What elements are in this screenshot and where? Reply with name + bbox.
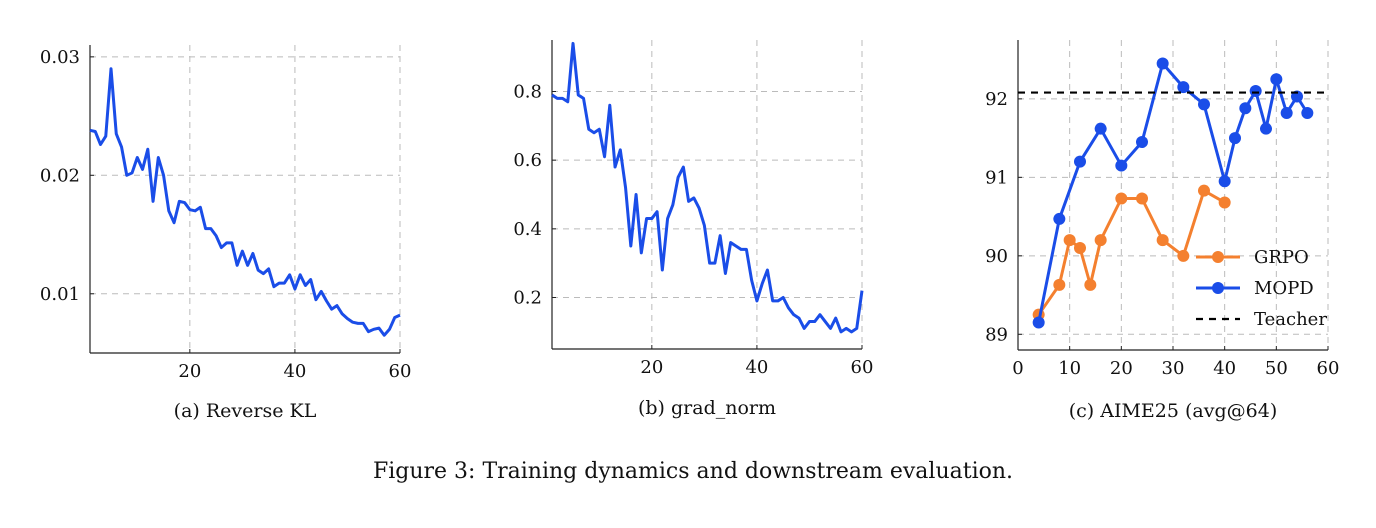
point xyxy=(1074,241,1086,254)
legend-label: MOPD xyxy=(1254,278,1314,299)
point xyxy=(1177,81,1190,94)
x-tick-label: 60 xyxy=(389,361,412,382)
x-tick-label: 50 xyxy=(1265,358,1288,379)
point xyxy=(1229,132,1241,145)
point xyxy=(1156,57,1169,70)
point xyxy=(1218,175,1231,188)
y-tick-label: 90 xyxy=(985,246,1008,267)
x-tick-label: 10 xyxy=(1058,358,1081,379)
point xyxy=(1218,196,1231,209)
point xyxy=(1198,98,1210,111)
legend-label: GRPO xyxy=(1254,247,1309,268)
figure-caption: Figure 3: Training dynamics and downstre… xyxy=(373,459,1013,484)
x-tick-label: 30 xyxy=(1162,358,1185,379)
point xyxy=(1094,234,1107,247)
series-line xyxy=(551,41,864,334)
y-tick-label: 91 xyxy=(985,167,1008,188)
point xyxy=(1063,234,1076,247)
x-tick-label: 40 xyxy=(283,361,306,382)
point xyxy=(1260,122,1272,135)
x-tick-label: 20 xyxy=(178,361,201,382)
legend-marker xyxy=(1212,251,1224,263)
y-tick-label: 0.02 xyxy=(40,165,80,186)
y-tick-label: 0.03 xyxy=(40,47,80,68)
point xyxy=(1198,184,1210,197)
x-tick-label: 20 xyxy=(1110,358,1133,379)
point xyxy=(1136,192,1148,205)
point xyxy=(1280,106,1293,119)
x-tick-label: 0 xyxy=(1012,358,1023,379)
chart-title: (c) AIME25 (avg@64) xyxy=(1069,400,1278,422)
series-line xyxy=(89,67,401,337)
point xyxy=(1270,73,1283,86)
point xyxy=(1177,249,1190,262)
x-tick-label: 40 xyxy=(745,357,768,378)
point xyxy=(1156,234,1169,247)
point xyxy=(1053,212,1066,225)
y-tick-label: 0.2 xyxy=(513,288,542,309)
y-tick-label: 0.4 xyxy=(513,219,542,240)
point xyxy=(1074,155,1086,168)
x-tick-label: 60 xyxy=(851,357,874,378)
chart-title: (a) Reverse KL xyxy=(174,400,317,422)
y-tick-label: 0.6 xyxy=(513,150,542,171)
point xyxy=(1032,316,1045,329)
x-tick-label: 20 xyxy=(640,357,663,378)
y-tick-label: 0.8 xyxy=(513,82,542,103)
point xyxy=(1084,278,1097,291)
legend-marker xyxy=(1212,282,1224,294)
point xyxy=(1239,102,1252,115)
point xyxy=(1136,136,1148,149)
x-tick-label: 60 xyxy=(1317,358,1340,379)
chart-title: (b) grad_norm xyxy=(638,397,776,419)
point xyxy=(1115,192,1128,205)
y-tick-label: 92 xyxy=(985,89,1008,110)
x-tick-label: 40 xyxy=(1213,358,1236,379)
point xyxy=(1249,85,1262,98)
series-line xyxy=(1037,189,1226,316)
point xyxy=(1053,278,1066,291)
point xyxy=(1094,122,1107,135)
y-tick-label: 89 xyxy=(985,324,1008,345)
point xyxy=(1301,106,1314,119)
point xyxy=(1115,159,1128,172)
legend-label: Teacher xyxy=(1254,309,1327,330)
y-tick-label: 0.01 xyxy=(40,284,80,305)
